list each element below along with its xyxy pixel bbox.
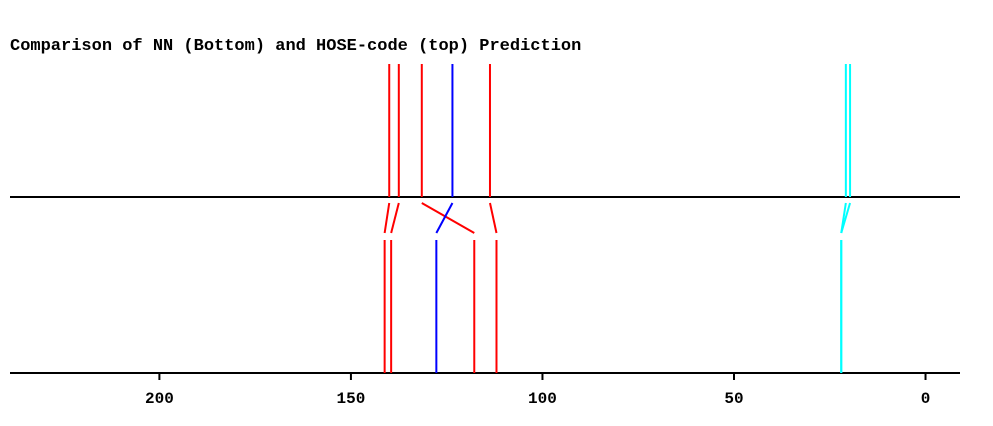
peak-connector-7: [840, 202, 852, 234]
x-tick-label-100: 100: [528, 390, 557, 408]
peak-connector-2: [390, 202, 400, 234]
x-axis-ticks: 200 150 100 50 0: [145, 373, 930, 408]
x-tick-label-150: 150: [337, 390, 366, 408]
x-tick-label-200: 200: [145, 390, 174, 408]
x-tick-label-0: 0: [921, 390, 931, 408]
chart-title: Comparison of NN (Bottom) and HOSE-code …: [10, 37, 581, 56]
x-tick-label-50: 50: [724, 390, 743, 408]
peak-connector-5: [489, 202, 498, 234]
peak-connector-3: [421, 202, 475, 234]
peak-connector-4: [435, 202, 454, 234]
peak-connector-1: [383, 202, 391, 234]
peaks-layer: [383, 64, 852, 373]
